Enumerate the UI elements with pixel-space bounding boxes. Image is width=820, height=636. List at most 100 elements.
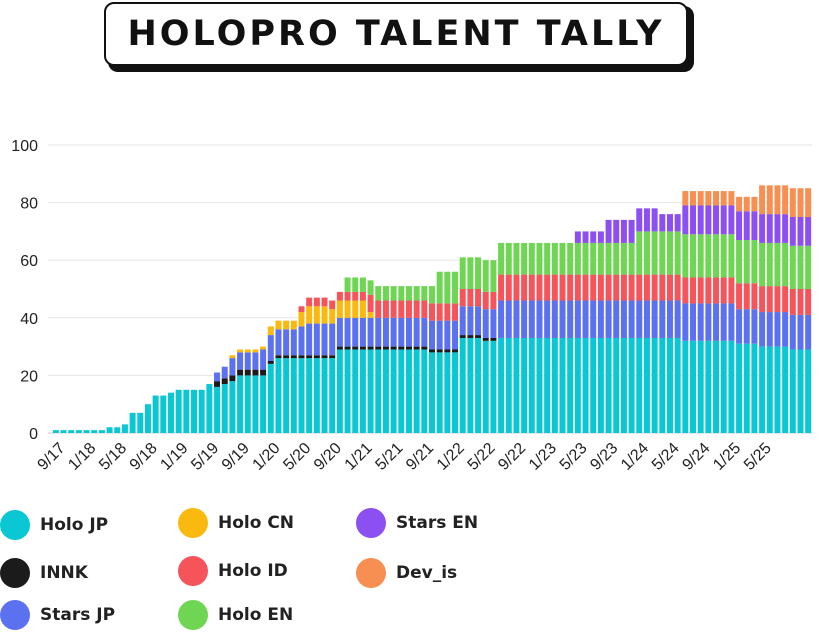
bar-segment: [367, 312, 374, 318]
bar-segment: [229, 381, 236, 433]
bar-segment: [743, 196, 750, 212]
bar-segment: [275, 329, 282, 356]
bar-segment: [214, 386, 221, 433]
bar-segment: [713, 277, 720, 304]
bar-segment: [490, 337, 497, 341]
bar-segment: [620, 219, 627, 243]
legend-label: Dev_is: [396, 563, 458, 583]
bar-segment: [659, 300, 666, 338]
bar-segment: [482, 260, 489, 292]
bar-segment: [467, 289, 474, 307]
bar-segment: [459, 289, 466, 307]
bar-segment: [797, 314, 804, 350]
legend-swatch: [178, 556, 208, 586]
bar-segment: [413, 317, 420, 347]
bar-segment: [528, 242, 535, 275]
bar-segment: [306, 355, 313, 359]
bar-segment: [805, 314, 812, 350]
bar-segment: [429, 349, 435, 353]
bar-segment: [528, 274, 535, 301]
bar-segment: [544, 337, 551, 433]
bar-segment: [620, 300, 627, 338]
bar-segment: [766, 242, 773, 287]
bar-segment: [352, 291, 359, 301]
bar-segment: [613, 300, 620, 338]
bar-segment: [329, 300, 336, 310]
bar-segment: [728, 303, 735, 341]
bar-segment: [582, 300, 589, 338]
bar-segment: [590, 231, 597, 243]
bar-segment: [98, 430, 105, 433]
bar-segment: [214, 372, 221, 382]
bar-segment: [736, 283, 743, 310]
x-tick-label: 9/21: [403, 440, 437, 474]
bar-segment: [267, 335, 274, 361]
bar-segment: [659, 274, 666, 301]
bar-segment: [567, 300, 574, 338]
bar-segment: [467, 335, 474, 338]
bar-segment: [759, 242, 766, 287]
bar-segment: [459, 335, 466, 338]
bar-segment: [636, 300, 643, 338]
bar-segment: [705, 191, 712, 206]
bar-segment: [674, 300, 681, 338]
bar-segment: [498, 274, 505, 301]
bar-segment: [628, 242, 635, 275]
bar-segment: [659, 337, 666, 433]
bar-segment: [567, 242, 574, 275]
bar-segment: [551, 337, 558, 433]
bar-segment: [705, 340, 712, 433]
bar-segment: [390, 300, 397, 318]
y-tick-label: 60: [20, 253, 38, 270]
bar-segment: [789, 314, 796, 350]
bar-segment: [475, 306, 482, 336]
legend-label: Holo JP: [40, 515, 109, 535]
bar-segment: [720, 277, 727, 304]
bar-segment: [682, 340, 689, 433]
bar-segment: [375, 286, 382, 301]
bar-segment: [252, 352, 259, 370]
bar-segment: [405, 317, 412, 347]
legend-label: Holo CN: [218, 513, 295, 533]
bar-segment: [436, 271, 443, 304]
bar-segment: [498, 242, 505, 275]
y-tick-label: 100: [11, 138, 38, 155]
bar-segment: [398, 286, 405, 301]
bar-segment: [290, 358, 297, 433]
bar-segment: [137, 412, 144, 433]
bar-segment: [651, 274, 658, 301]
bar-segment: [475, 257, 482, 289]
y-tick-label: 20: [20, 368, 38, 385]
bar-segment: [275, 320, 282, 330]
bar-segment: [275, 358, 282, 433]
bar-segment: [444, 352, 451, 433]
bar-segment: [666, 274, 673, 301]
bar-segment: [344, 291, 351, 301]
bar-segment: [705, 303, 712, 341]
bar-segment: [267, 361, 274, 364]
bar-segment: [789, 289, 796, 315]
bar-segment: [659, 231, 666, 275]
bar-segment: [521, 337, 528, 433]
bar-segment: [359, 300, 366, 318]
bar-segment: [482, 337, 489, 341]
x-tick-label: 5/24: [649, 440, 683, 474]
bar-segment: [590, 274, 597, 301]
bar-segment: [298, 358, 305, 433]
bar-segment: [321, 358, 328, 433]
bar-segment: [321, 355, 328, 359]
bar-segment: [344, 349, 351, 433]
bar-segment: [651, 231, 658, 275]
bar-segment: [690, 234, 697, 278]
bar-segment: [321, 323, 328, 356]
x-tick-label: 5/25: [741, 440, 775, 474]
bar-segment: [782, 346, 789, 433]
bar-segment: [52, 430, 59, 433]
bar-segment: [789, 217, 796, 246]
bar-segment: [613, 337, 620, 433]
bar-segment: [728, 277, 735, 304]
bar-segment: [551, 300, 558, 338]
bar-segment: [551, 242, 558, 275]
bar-segment: [736, 309, 743, 344]
bar-segment: [129, 412, 136, 433]
